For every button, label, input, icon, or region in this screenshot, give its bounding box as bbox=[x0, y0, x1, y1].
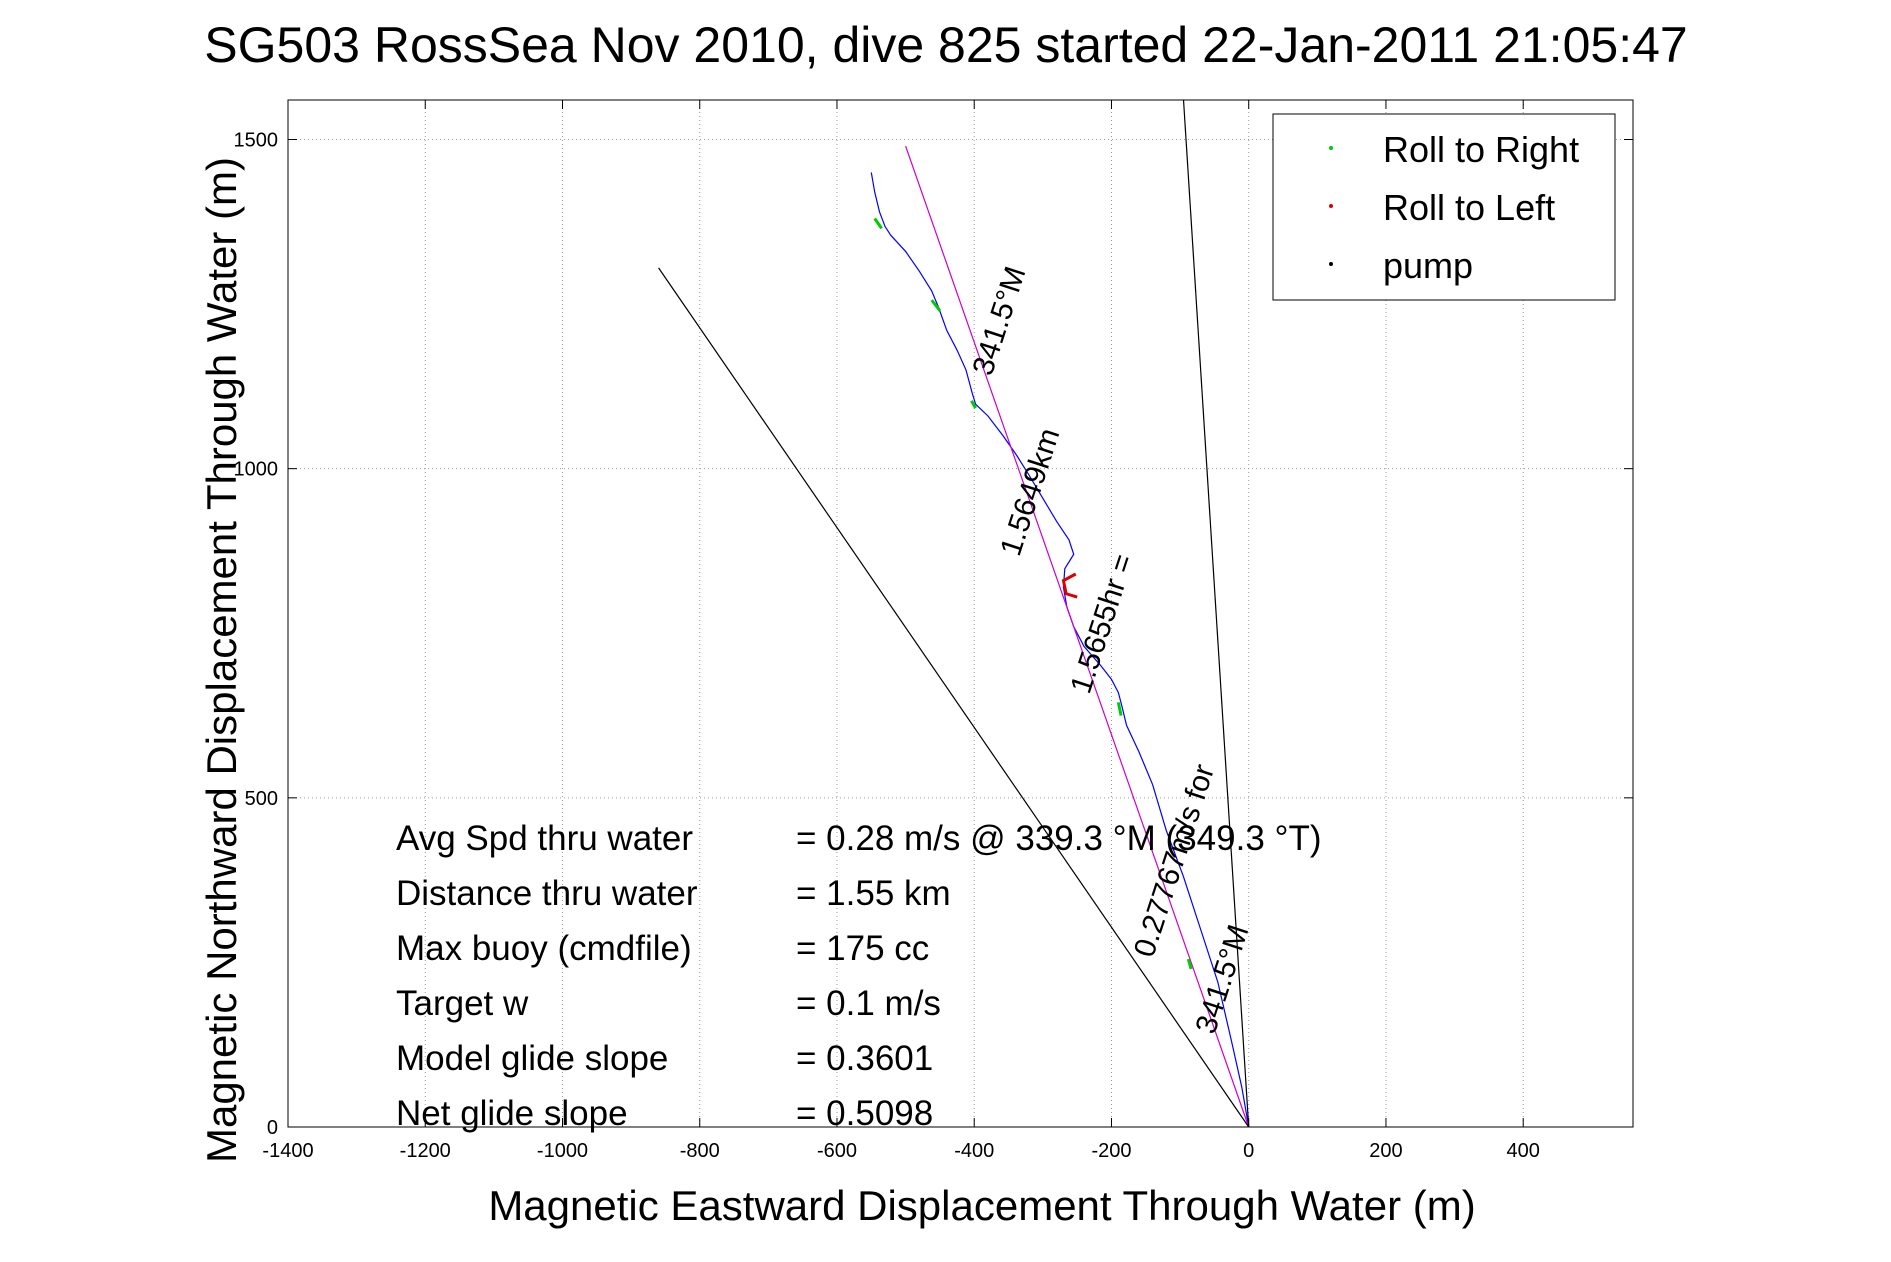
legend-label: pump bbox=[1383, 245, 1473, 286]
x-tick-label: 400 bbox=[1507, 1140, 1540, 1162]
annotation-label: 341.5°M bbox=[966, 263, 1032, 380]
annotation-label: 341.5°M bbox=[1190, 921, 1256, 1038]
stat-label: Net glide slope bbox=[396, 1094, 628, 1133]
roll-right-segment bbox=[930, 299, 942, 312]
x-tick-label: 0 bbox=[1243, 1140, 1254, 1162]
y-tick-label: 1000 bbox=[234, 459, 279, 481]
x-tick-label: 200 bbox=[1369, 1140, 1402, 1162]
x-tick-labels: -1400 -1200 -1000 -800 -600 -400 -200 0 200 400 bbox=[262, 1140, 1539, 1162]
stat-label: Model glide slope bbox=[396, 1039, 668, 1078]
series-heading-line bbox=[905, 145, 1250, 1128]
x-tick-label: -400 bbox=[954, 1140, 994, 1162]
y-tick-label: 0 bbox=[267, 1117, 278, 1139]
stat-value: = 0.28 m/s @ 339.3 °M (349.3 °T) bbox=[796, 819, 1322, 858]
legend: Roll to Right Roll to Left pump bbox=[1272, 113, 1616, 301]
y-tick-label: 500 bbox=[245, 788, 278, 810]
roll-right-segment bbox=[1186, 958, 1193, 970]
stats-block: Avg Spd thru water = 0.28 m/s @ 339.3 °M … bbox=[396, 819, 1322, 1133]
y-axis-title: Magnetic Northward Displacement Through … bbox=[198, 157, 245, 1163]
stat-label: Target w bbox=[396, 984, 529, 1023]
annotation-label: 1.5655hr = bbox=[1064, 550, 1140, 697]
annotation-label: 1.5649km bbox=[994, 424, 1066, 559]
series-reference-line bbox=[1182, 99, 1250, 1128]
roll-left-segment bbox=[1061, 572, 1078, 599]
legend-marker bbox=[1329, 262, 1333, 266]
stat-value: = 0.3601 bbox=[796, 1039, 933, 1078]
plot-area-frame bbox=[287, 99, 1634, 1128]
series-track bbox=[870, 172, 1250, 1128]
stat-label: Distance thru water bbox=[396, 874, 698, 913]
x-tick-label: -1000 bbox=[537, 1140, 588, 1162]
legend-box bbox=[1272, 113, 1616, 301]
chart-title: SG503 RossSea Nov 2010, dive 825 started… bbox=[204, 17, 1687, 73]
x-tick-label: -1400 bbox=[262, 1140, 313, 1162]
roll-right-segment bbox=[970, 400, 977, 409]
legend-marker bbox=[1329, 146, 1333, 150]
roll-right-segment bbox=[873, 217, 883, 230]
y-tick-labels: 0 500 1000 1500 bbox=[234, 130, 279, 1140]
y-tick-label: 1500 bbox=[234, 130, 279, 152]
plot-lines bbox=[658, 99, 1250, 1128]
stat-value: = 1.55 km bbox=[796, 874, 951, 913]
roll-right-segment bbox=[1116, 702, 1123, 716]
x-tick-label: -200 bbox=[1091, 1140, 1131, 1162]
axis-ticks bbox=[287, 100, 1633, 1128]
stat-value: = 0.1 m/s bbox=[796, 984, 941, 1023]
stat-value: = 0.5098 bbox=[796, 1094, 933, 1133]
legend-label: Roll to Right bbox=[1383, 129, 1579, 170]
stat-value: = 175 cc bbox=[796, 929, 929, 968]
x-tick-label: -1200 bbox=[400, 1140, 451, 1162]
x-axis-title: Magnetic Eastward Displacement Through W… bbox=[488, 1182, 1475, 1229]
series-reference-line bbox=[658, 267, 1250, 1128]
stat-label: Avg Spd thru water bbox=[396, 819, 693, 858]
stat-label: Max buoy (cmdfile) bbox=[396, 929, 692, 968]
annotation-label: 0.27767m/s for bbox=[1128, 760, 1221, 961]
legend-marker bbox=[1329, 204, 1333, 208]
x-tick-label: -800 bbox=[680, 1140, 720, 1162]
x-tick-label: -600 bbox=[817, 1140, 857, 1162]
legend-label: Roll to Left bbox=[1383, 187, 1555, 228]
